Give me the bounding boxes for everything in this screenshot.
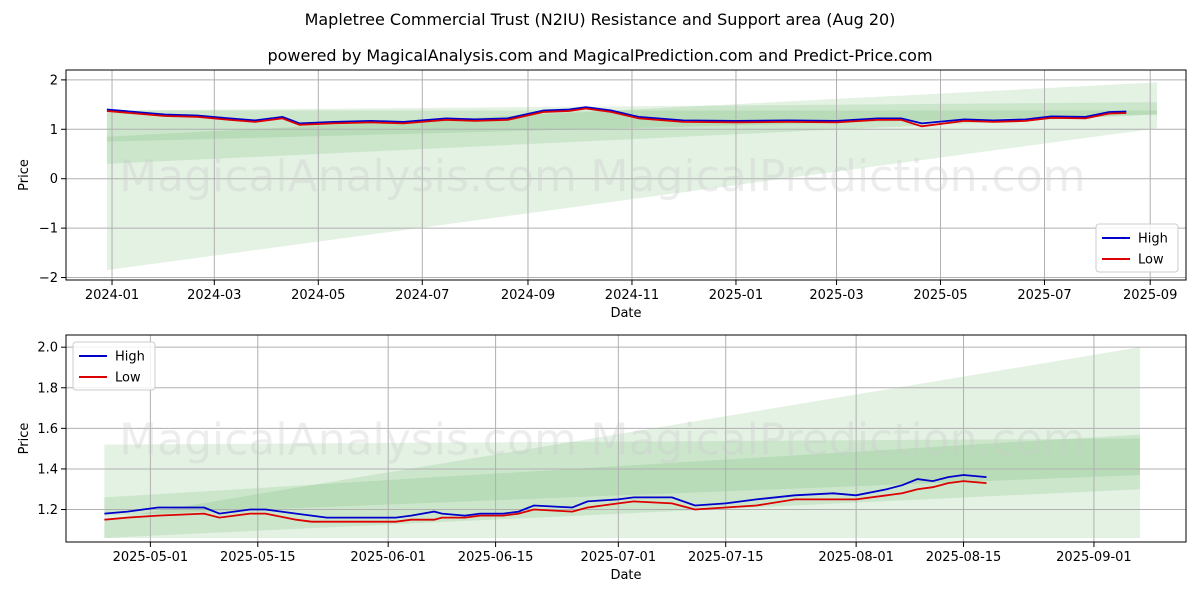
- chart-title: Mapletree Commercial Trust (N2IU) Resist…: [304, 10, 896, 29]
- x-tick-label: 2025-01: [709, 288, 763, 303]
- x-tick-label: 2025-06-01: [350, 550, 426, 565]
- y-tick-label: 2.0: [37, 341, 58, 356]
- x-axis-label: Date: [610, 568, 641, 583]
- x-tick-label: 2025-07-15: [688, 550, 764, 565]
- y-tick-label: 0: [50, 172, 58, 187]
- chart-subtitle: powered by MagicalAnalysis.com and Magic…: [267, 46, 933, 65]
- legend-label-low: Low: [115, 371, 141, 386]
- band-3: [104, 434, 1140, 516]
- x-axis-label: Date: [610, 306, 641, 321]
- series-line-high: [104, 474, 987, 519]
- x-tick-label: 2025-08-01: [818, 550, 894, 565]
- y-axis-label: Price: [17, 159, 32, 191]
- plot-frame: [65, 334, 1187, 543]
- chart-panel-1: 2024-01 2024-03 2024-05 2024-07 2024-09 2024-…: [17, 69, 1187, 321]
- x-tick-label: 2024-01: [85, 288, 139, 303]
- series-line-low: [106, 107, 1127, 128]
- chart-panel-2: 2025-05-01 2025-05-15 2025-06-01 2025-06-15…: [17, 334, 1187, 583]
- legend-label-high: High: [115, 350, 145, 365]
- series-line-low: [104, 480, 987, 523]
- y-tick-label: 1.8: [37, 381, 58, 396]
- x-tick-label: 2025-09-01: [1056, 550, 1132, 565]
- x-tick-label: 2025-07-01: [581, 550, 657, 565]
- series-line-high: [106, 106, 1127, 125]
- x-tick-label: 2025-03: [809, 288, 863, 303]
- legend-label-high: High: [1138, 232, 1168, 247]
- y-tick-label: 2: [50, 73, 58, 88]
- legend: High Low: [1095, 223, 1179, 273]
- x-tick-label: 2025-05: [913, 288, 967, 303]
- x-tick-label: 2024-03: [187, 288, 241, 303]
- y-tick-label: 1: [50, 123, 58, 138]
- x-tick-label: 2024-05: [291, 288, 345, 303]
- y-tick-label: 1.6: [37, 422, 58, 437]
- x-tick-label: 2025-09: [1123, 288, 1177, 303]
- watermark-text: MagicalPrediction.com: [591, 415, 1086, 466]
- watermark-text: MagicalPrediction.com: [591, 151, 1086, 202]
- plot-frame: [65, 69, 1187, 281]
- x-tick-label: 2024-11: [605, 288, 659, 303]
- x-tick-label: 2025-05-15: [220, 550, 296, 565]
- x-tick-label: 2025-06-15: [458, 550, 534, 565]
- x-tick-label: 2024-09: [501, 288, 555, 303]
- band-1: [104, 438, 1140, 538]
- y-tick-label: −2: [39, 271, 58, 286]
- legend-label-low: Low: [1138, 253, 1164, 268]
- watermark-text: MagicalAnalysis.com: [119, 151, 577, 202]
- x-tick-label: 2024-07: [395, 288, 449, 303]
- x-tick-label: 2025-05-01: [113, 550, 189, 565]
- y-tick-label: −1: [39, 222, 58, 237]
- y-tick-label: 1.4: [37, 462, 58, 477]
- watermark-text: MagicalAnalysis.com: [119, 415, 577, 466]
- y-tick-label: 1.2: [37, 503, 58, 518]
- legend: High Low: [72, 341, 156, 391]
- x-tick-label: 2025-07: [1017, 288, 1071, 303]
- y-axis-label: Price: [17, 423, 32, 455]
- x-tick-label: 2025-08-15: [926, 550, 1002, 565]
